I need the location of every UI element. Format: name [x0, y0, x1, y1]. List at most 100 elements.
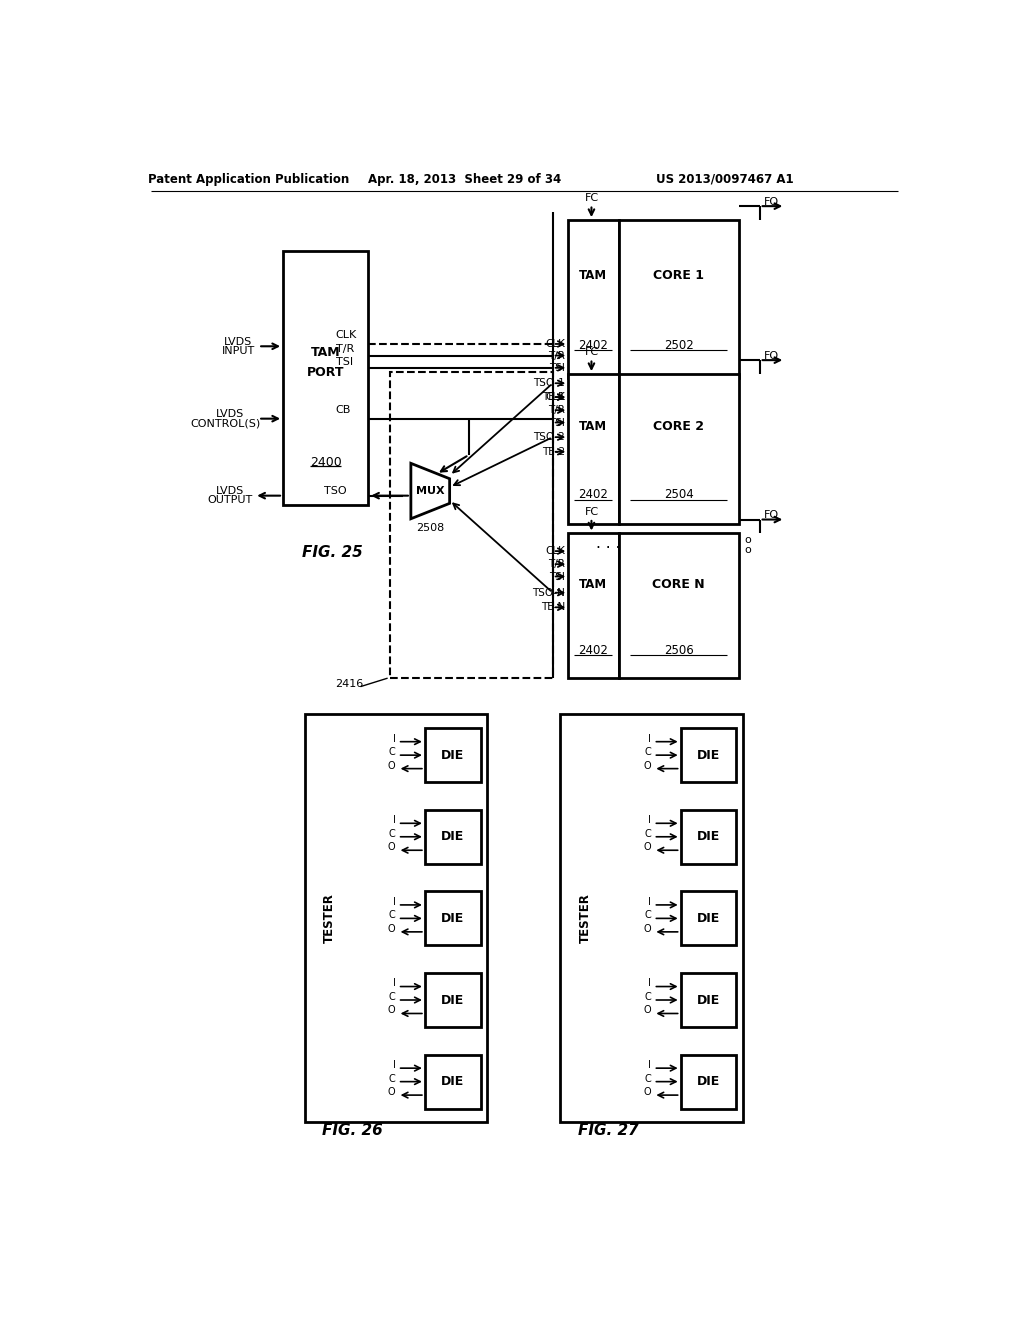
Text: FIG. 27: FIG. 27 — [578, 1122, 638, 1138]
Text: 2402: 2402 — [579, 488, 608, 502]
Text: I: I — [392, 1060, 395, 1071]
Text: O: O — [388, 760, 395, 771]
Text: TESTER: TESTER — [323, 894, 336, 944]
Bar — [681, 973, 736, 1027]
Bar — [425, 891, 480, 945]
Text: TE-N: TE-N — [541, 602, 565, 612]
Text: C: C — [644, 911, 651, 920]
Bar — [681, 1055, 736, 1109]
Text: OUTPUT: OUTPUT — [208, 495, 253, 506]
Text: INPUT: INPUT — [221, 346, 255, 356]
Text: I: I — [392, 978, 395, 989]
Text: T/R: T/R — [548, 405, 565, 416]
Text: TSI: TSI — [336, 358, 353, 367]
Text: TAM: TAM — [580, 578, 607, 590]
Text: C: C — [644, 1073, 651, 1084]
Text: 2504: 2504 — [664, 488, 693, 502]
Text: LVDS: LVDS — [216, 409, 245, 418]
Text: Apr. 18, 2013  Sheet 29 of 34: Apr. 18, 2013 Sheet 29 of 34 — [369, 173, 562, 186]
Text: LVDS: LVDS — [216, 486, 245, 496]
Text: CORE 2: CORE 2 — [653, 420, 705, 433]
Text: TE-2: TE-2 — [542, 446, 565, 457]
Text: I: I — [392, 896, 395, 907]
Text: o: o — [744, 545, 752, 554]
Text: TE-1: TE-1 — [542, 392, 565, 403]
Text: I: I — [648, 1060, 651, 1071]
Text: FIG. 26: FIG. 26 — [322, 1122, 383, 1138]
Text: I: I — [392, 816, 395, 825]
Text: o: o — [744, 535, 752, 545]
Text: DIE: DIE — [441, 830, 464, 843]
Text: LVDS: LVDS — [224, 337, 252, 347]
Text: O: O — [643, 924, 651, 933]
Text: 2502: 2502 — [664, 339, 693, 352]
Text: PORT: PORT — [307, 366, 344, 379]
Text: 2400: 2400 — [309, 455, 341, 469]
Text: CB: CB — [335, 405, 350, 416]
Text: C: C — [644, 829, 651, 838]
Bar — [618, 374, 738, 524]
Text: DIE: DIE — [697, 1074, 720, 1088]
Text: TAM: TAM — [311, 346, 340, 359]
Text: DIE: DIE — [697, 748, 720, 762]
Text: I: I — [392, 734, 395, 743]
Text: Patent Application Publication: Patent Application Publication — [147, 173, 349, 186]
Text: DIE: DIE — [697, 830, 720, 843]
Text: DIE: DIE — [697, 994, 720, 1007]
Text: C: C — [389, 829, 395, 838]
Text: C: C — [644, 747, 651, 758]
Text: DIE: DIE — [441, 912, 464, 925]
Text: O: O — [643, 760, 651, 771]
Text: O: O — [643, 1006, 651, 1015]
Text: I: I — [648, 896, 651, 907]
Text: 2402: 2402 — [579, 644, 608, 657]
Text: 2402: 2402 — [579, 339, 608, 352]
Text: C: C — [389, 991, 395, 1002]
Text: TSO-2: TSO-2 — [534, 432, 565, 442]
Text: I: I — [648, 734, 651, 743]
Text: CORE 1: CORE 1 — [653, 269, 705, 281]
Text: TSO: TSO — [324, 486, 346, 496]
Text: CLK: CLK — [336, 330, 357, 339]
Text: FC: FC — [585, 347, 598, 358]
Polygon shape — [411, 463, 450, 519]
Bar — [568, 374, 618, 524]
Text: T/R: T/R — [548, 560, 565, 569]
Bar — [283, 251, 369, 506]
Text: 2506: 2506 — [664, 644, 693, 657]
Text: CLK: CLK — [545, 546, 565, 556]
Text: TAM: TAM — [580, 269, 607, 281]
Text: T/R: T/R — [336, 345, 354, 354]
Text: DIE: DIE — [697, 912, 720, 925]
Bar — [425, 1055, 480, 1109]
Bar — [681, 891, 736, 945]
Text: FIG. 25: FIG. 25 — [302, 545, 364, 560]
Bar — [618, 220, 738, 378]
Text: TSI: TSI — [549, 417, 565, 428]
Bar — [568, 220, 618, 378]
Text: DIE: DIE — [441, 1074, 464, 1088]
Text: C: C — [644, 991, 651, 1002]
Text: O: O — [388, 1006, 395, 1015]
Text: DIE: DIE — [441, 748, 464, 762]
Text: TSI: TSI — [549, 363, 565, 372]
Text: CLK: CLK — [545, 339, 565, 348]
Bar — [390, 372, 553, 678]
Text: FC: FC — [585, 194, 598, 203]
Text: I: I — [648, 816, 651, 825]
Text: TSO-N: TSO-N — [532, 587, 565, 598]
Bar — [425, 810, 480, 863]
Bar — [305, 714, 486, 1122]
Text: TSI: TSI — [549, 572, 565, 582]
Text: CORE N: CORE N — [652, 578, 705, 590]
Text: FO: FO — [764, 197, 778, 206]
Text: CONTROL(S): CONTROL(S) — [190, 418, 261, 428]
Bar — [681, 810, 736, 863]
Text: 2508: 2508 — [416, 523, 444, 533]
Text: TSO-1: TSO-1 — [534, 379, 565, 388]
Text: O: O — [388, 1088, 395, 1097]
Text: . . .: . . . — [596, 536, 621, 550]
Text: DIE: DIE — [441, 994, 464, 1007]
Text: C: C — [389, 747, 395, 758]
Text: 2416: 2416 — [335, 678, 362, 689]
